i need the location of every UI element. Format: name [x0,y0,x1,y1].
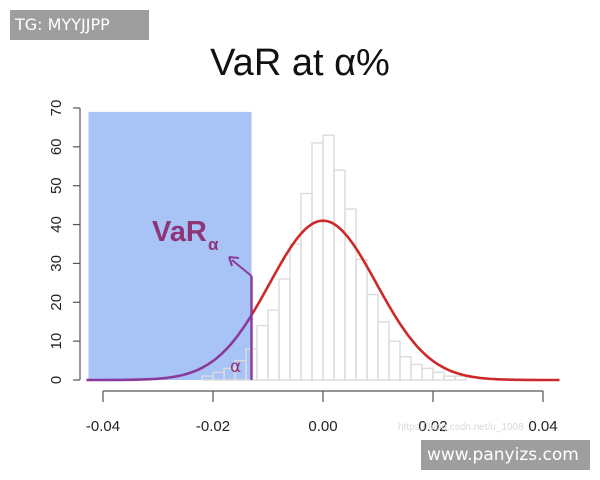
x-tick-label: -0.04 [86,418,120,435]
histogram-bar [311,142,324,381]
y-tick-label: 70 [48,100,65,117]
var-arrow-head-icon [228,256,240,267]
histogram-bar [443,375,456,381]
x-tick-label: 0.04 [528,418,557,435]
histogram-bar [256,324,269,381]
normal-density-curve [250,219,560,382]
histogram-bar [421,367,434,381]
y-tick-label: 40 [48,216,65,233]
var-label-subscript: α [208,235,219,254]
histogram-bar [267,309,280,381]
x-tick-label: 0.02 [418,418,447,435]
y-tick-label: 20 [48,294,65,311]
faint-url-watermark: https://blog.csdn.net/u_1008 [398,422,524,433]
y-tick-label: 50 [48,177,65,194]
histogram-bar [399,355,412,381]
histogram-bar [333,169,346,381]
histogram-bar [300,192,313,381]
histogram-bar [366,293,379,381]
y-tick-label: 0 [48,376,65,384]
histogram-bar [410,363,423,381]
watermark-badge-top: TG: MYYJJPP [10,10,149,40]
histogram-bar [289,243,302,381]
x-tick-label: -0.02 [196,418,230,435]
y-tick-label: 60 [48,138,65,155]
histogram-bar [454,375,467,381]
histogram-bar [278,278,291,381]
y-tick-label: 30 [48,255,65,272]
y-tick-label: 10 [48,333,65,350]
histogram-bar [388,340,401,381]
chart-title: VaR at α% [210,42,390,84]
shaded-tail-region [88,111,252,380]
histogram-bar [355,258,368,381]
histogram-bar [322,134,335,381]
alpha-label: α [230,357,241,377]
var-label: VaR [152,216,207,248]
var-arrow-line [231,259,253,277]
x-tick-label: 0.00 [308,418,337,435]
histogram-bar [377,321,390,381]
tail-density-curve [86,314,253,382]
watermark-badge-bottom: www.panyizs.com [421,440,590,470]
histogram-bar [432,371,445,381]
